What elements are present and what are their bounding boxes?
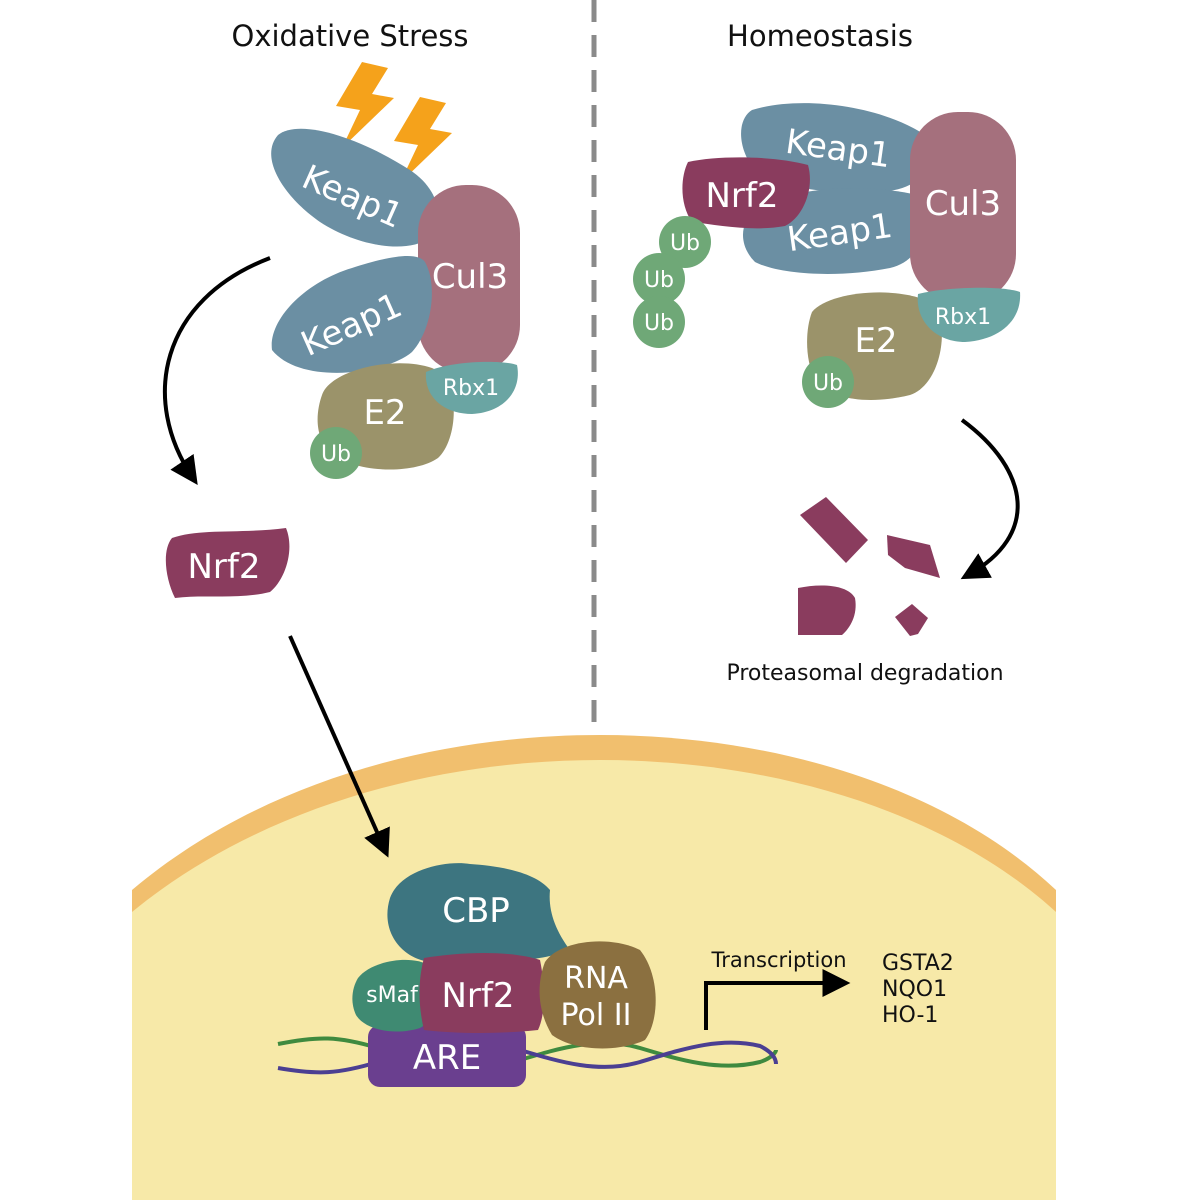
rbx1-right-label: Rbx1 <box>935 305 991 330</box>
ub-left: Ub <box>310 427 362 479</box>
nrf2-fragments <box>798 497 940 636</box>
rbx1-left: Rbx1 <box>425 361 518 414</box>
nrf2-nuclear: Nrf2 <box>419 953 544 1033</box>
rbx1-left-label: Rbx1 <box>443 376 499 401</box>
cul3-right-label: Cul3 <box>925 184 1001 224</box>
lightning-icon <box>336 62 452 183</box>
nuclear-translocation-arrow <box>288 635 390 858</box>
degradation-arrow <box>960 418 1020 580</box>
transcription-label: Transcription <box>710 948 846 972</box>
ub-left-label: Ub <box>321 442 351 467</box>
left-panel-title: Oxidative Stress <box>232 19 469 53</box>
ub-chain-1-label: Ub <box>670 231 700 256</box>
ub-chain-2-label: Ub <box>644 268 674 293</box>
ub-chain-3-label: Ub <box>644 311 674 336</box>
right-panel-title: Homeostasis <box>727 19 913 53</box>
ub-e2-right: Ub <box>802 356 854 408</box>
gene-gsta2: GSTA2 <box>882 951 954 976</box>
ub-e2-right-label: Ub <box>813 371 843 396</box>
rna-pol-label-line2: Pol II <box>561 998 632 1033</box>
cbp: CBP <box>387 863 570 964</box>
are-element: ARE <box>368 1025 526 1087</box>
dna-strand-b-right <box>519 1040 778 1069</box>
cul3-left: Cul3 <box>418 185 520 373</box>
e2-right-label: E2 <box>854 321 897 361</box>
nrf2-free: Nrf2 <box>165 528 290 598</box>
nrf2-bound-label: Nrf2 <box>705 176 778 216</box>
cul3-right: Cul3 <box>910 112 1016 302</box>
keap1-upper: Keap1 <box>271 128 439 247</box>
rna-pol-ii: RNA Pol II <box>539 941 656 1049</box>
e2-left-label: E2 <box>363 393 406 433</box>
transcription-arrow <box>704 969 851 1030</box>
target-genes: GSTA2 NQO1 HO-1 <box>882 951 954 1028</box>
smaf-label: sMaf <box>366 983 419 1008</box>
release-arrow <box>162 256 271 485</box>
smaf: sMaf <box>352 959 436 1032</box>
nrf2-free-label: Nrf2 <box>187 547 260 587</box>
nrf2-bound: Nrf2 <box>682 157 810 229</box>
gene-ho-1: HO-1 <box>882 1003 938 1028</box>
dna-strand-a-right <box>519 1041 778 1068</box>
cul3-left-label: Cul3 <box>432 257 508 297</box>
keap1-lower: Keap1 <box>271 256 432 373</box>
degradation-label: Proteasomal degradation <box>726 661 1003 686</box>
cbp-label: CBP <box>442 891 510 931</box>
rna-pol-label-line1: RNA <box>564 961 628 996</box>
rbx1-right: Rbx1 <box>917 287 1021 342</box>
nrf2-nuclear-label: Nrf2 <box>441 976 514 1016</box>
gene-nqo1: NQO1 <box>882 977 947 1002</box>
polyubiquitin-chain: Ub Ub Ub <box>633 216 711 348</box>
are-label: ARE <box>413 1038 481 1078</box>
